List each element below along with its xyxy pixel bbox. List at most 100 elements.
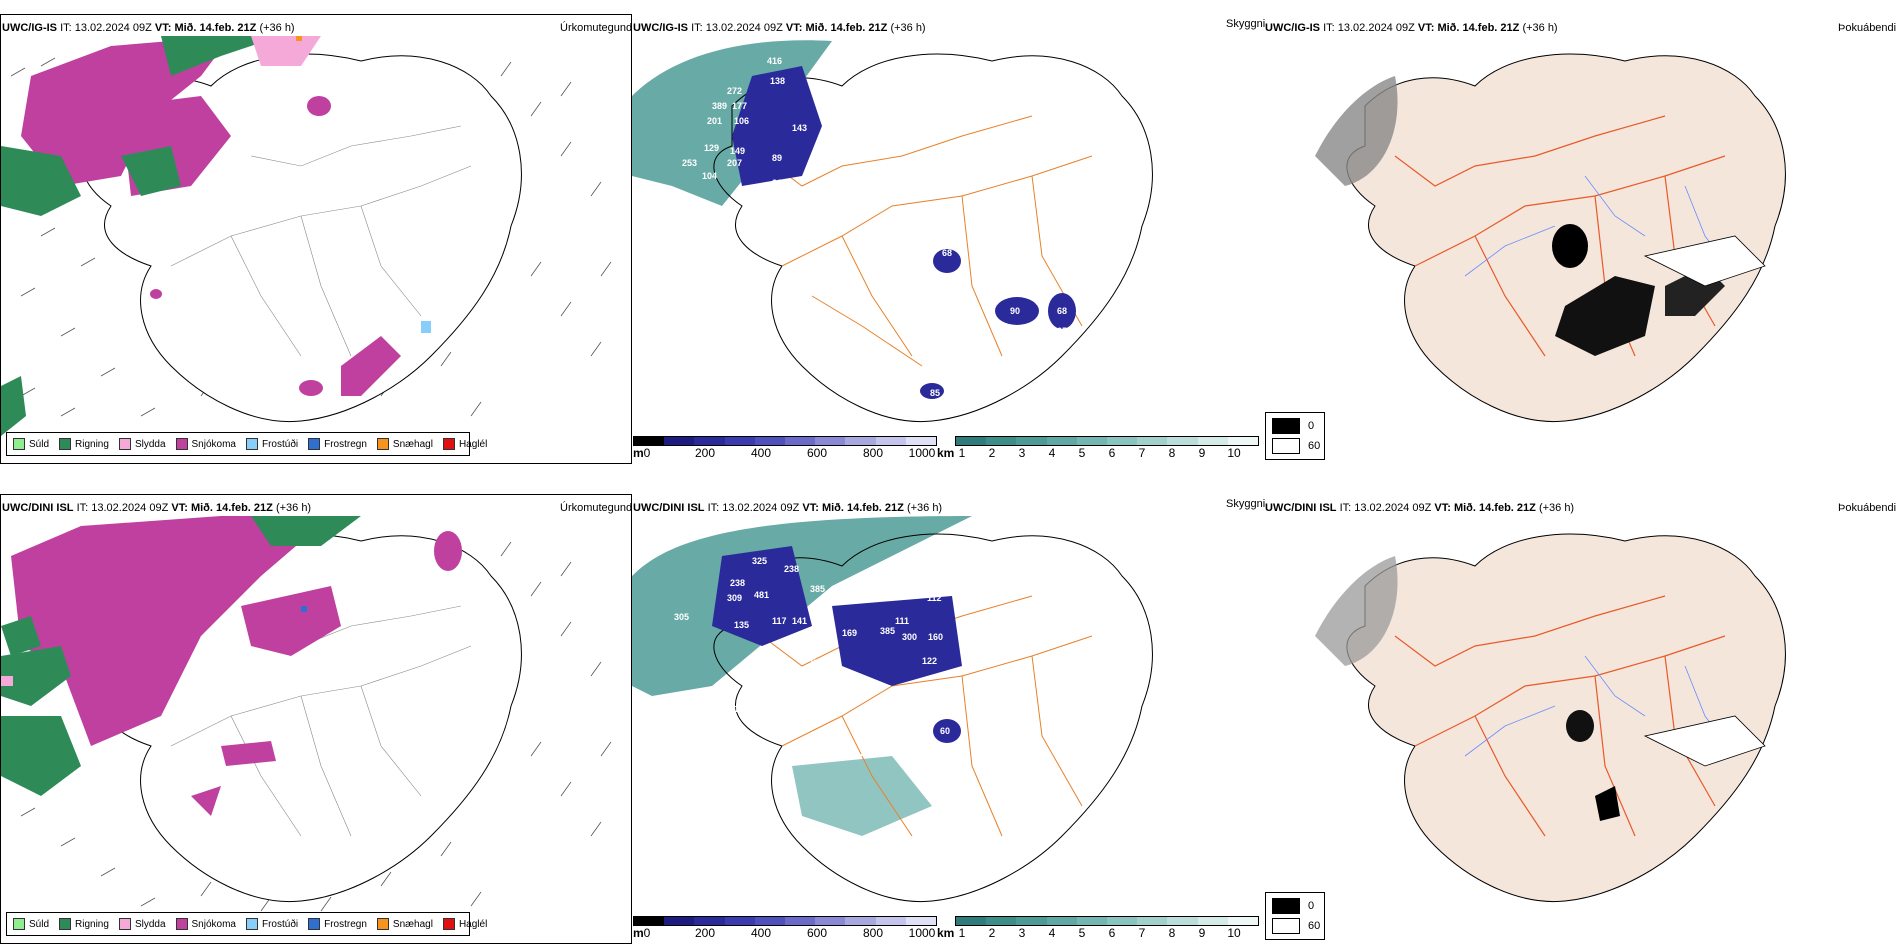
vt-value: Mið. 14.feb. 21Z [174, 22, 257, 34]
tick-label: 200 [694, 926, 716, 940]
tick-label: 200 [694, 446, 716, 460]
swatch [245, 438, 258, 450]
snow-areas [21, 36, 401, 396]
swatch [376, 918, 389, 930]
ceiling-label: 138 [770, 76, 785, 86]
vt-value: Mið. 14.feb. 21Z [805, 22, 888, 34]
ceiling-label: 177 [732, 101, 747, 111]
vt-label: VT: [1417, 22, 1435, 34]
model-name: UWC/IG-IS [1265, 22, 1320, 34]
ceiling-label: 65 [1057, 326, 1067, 336]
tick-label: 7 [1138, 926, 1146, 940]
tick-label: 10 [1227, 926, 1241, 940]
ceiling-label: 68 [942, 248, 952, 258]
cbar-cell [956, 917, 987, 925]
ceiling-label: 201 [707, 116, 722, 126]
swatch [175, 918, 188, 930]
snow-areas [11, 516, 462, 816]
vt-value: Mið. 14.feb. 21Z [190, 502, 273, 514]
tick-label: 3 [1018, 926, 1026, 940]
ceiling-colorbar-row1 [633, 436, 937, 446]
swatch [13, 918, 25, 930]
cbar-cell [1107, 437, 1138, 445]
legend-label: Frostregn [324, 438, 367, 450]
ceiling-label: 159 [780, 676, 795, 686]
cbar-cell [1167, 437, 1198, 445]
tick-label: 8 [1168, 446, 1176, 460]
tick-label: 5 [1078, 446, 1086, 460]
fog-legend-item: 60 [1272, 438, 1320, 454]
swatch [59, 918, 72, 930]
fog-legend-item: 60 [1272, 918, 1320, 934]
road-network [761, 595, 1093, 837]
vt-value: Mið. 14.feb. 21Z [1453, 502, 1536, 514]
lead-time: (+36 h) [259, 22, 295, 34]
ceiling-label: 135 [734, 620, 749, 630]
ceiling-label: 207 [727, 158, 742, 168]
model-name: UWC/DINI ISL [633, 502, 705, 514]
ceiling-label: 169 [842, 628, 857, 638]
fog-legend-row2: 0 60 [1265, 892, 1325, 940]
it-label: IT: [1339, 502, 1352, 514]
ceiling-label: 106 [734, 116, 749, 126]
cbar-cell [956, 437, 987, 445]
ceiling-label: 217 [772, 178, 787, 188]
tick-label: 1000 [908, 446, 936, 460]
legend-item: Slydda [118, 438, 166, 450]
swatch [1272, 418, 1300, 434]
ceiling-label: 236 [860, 748, 875, 758]
tick-label: 4 [1048, 446, 1056, 460]
cbar-cell [875, 917, 906, 925]
cbar-cell [664, 917, 695, 925]
swatch [1272, 438, 1300, 454]
precip-legend-row2: Súld Rigning Slydda Snjókoma Frostúði Fr… [6, 912, 487, 936]
cbar-cell [1197, 437, 1228, 445]
cbar-cell [815, 437, 846, 445]
legend-item: Haglél [442, 918, 487, 930]
cbar-cell [1197, 917, 1228, 925]
visibility-unit: km [937, 926, 955, 940]
ceiling-label: 160 [928, 632, 943, 642]
ceiling-label: 68 [1057, 306, 1067, 316]
ceiling-colorbar-row2 [633, 916, 937, 926]
cbar-cell [634, 917, 665, 925]
tick-label: 6 [1108, 926, 1116, 940]
precip-map-row1 [1, 36, 612, 436]
cbar-cell [724, 917, 755, 925]
swatch [442, 438, 455, 450]
ceiling-label: 389 [712, 101, 727, 111]
cloud-map-row1: 416 138 272 389 177 106 201 143 129 149 … [632, 40, 1153, 423]
fog-dense-areas [1552, 224, 1766, 356]
legend-item: Snjókoma [175, 438, 236, 450]
legend-label: Rigning [75, 918, 109, 930]
cbar-cell [1107, 917, 1138, 925]
tick-label: 1 [958, 446, 966, 460]
tick-label: 2 [988, 446, 996, 460]
fog-legend-label: 60 [1308, 440, 1321, 452]
iceland-outline [713, 53, 1153, 423]
cbar-cell [1137, 917, 1168, 925]
ceiling-label: 149 [730, 146, 745, 156]
ceiling-value-labels: 416 138 272 389 177 106 201 143 129 149 … [682, 56, 1067, 398]
it-value: 13.02.2024 09Z [1354, 502, 1432, 514]
tick-label: 600 [806, 446, 828, 460]
legend-label: Snæhagl [392, 438, 433, 450]
legend-label: Snjókoma [191, 438, 236, 450]
ceiling-label: 253 [682, 158, 697, 168]
snow-pellet-area [296, 36, 302, 41]
lead-time: (+36 h) [1522, 22, 1558, 34]
legend-label: Snjókoma [191, 918, 236, 930]
visibility-shade [792, 756, 932, 836]
ceiling-label: 309 [727, 593, 742, 603]
tick-label: 600 [806, 926, 828, 940]
swatch [175, 438, 188, 450]
legend-label: Frostúði [261, 918, 299, 930]
cbar-cell [845, 917, 876, 925]
fog-legend-label: 60 [1308, 920, 1321, 932]
visibility-ticks-row2: 1 2 3 4 5 6 7 8 9 10 [959, 926, 1252, 940]
swatch [308, 918, 321, 930]
cbar-cell [785, 437, 816, 445]
cbar-cell [724, 437, 755, 445]
vt-value: Mið. 14.feb. 21Z [821, 502, 904, 514]
vt-label: VT: [802, 502, 819, 514]
